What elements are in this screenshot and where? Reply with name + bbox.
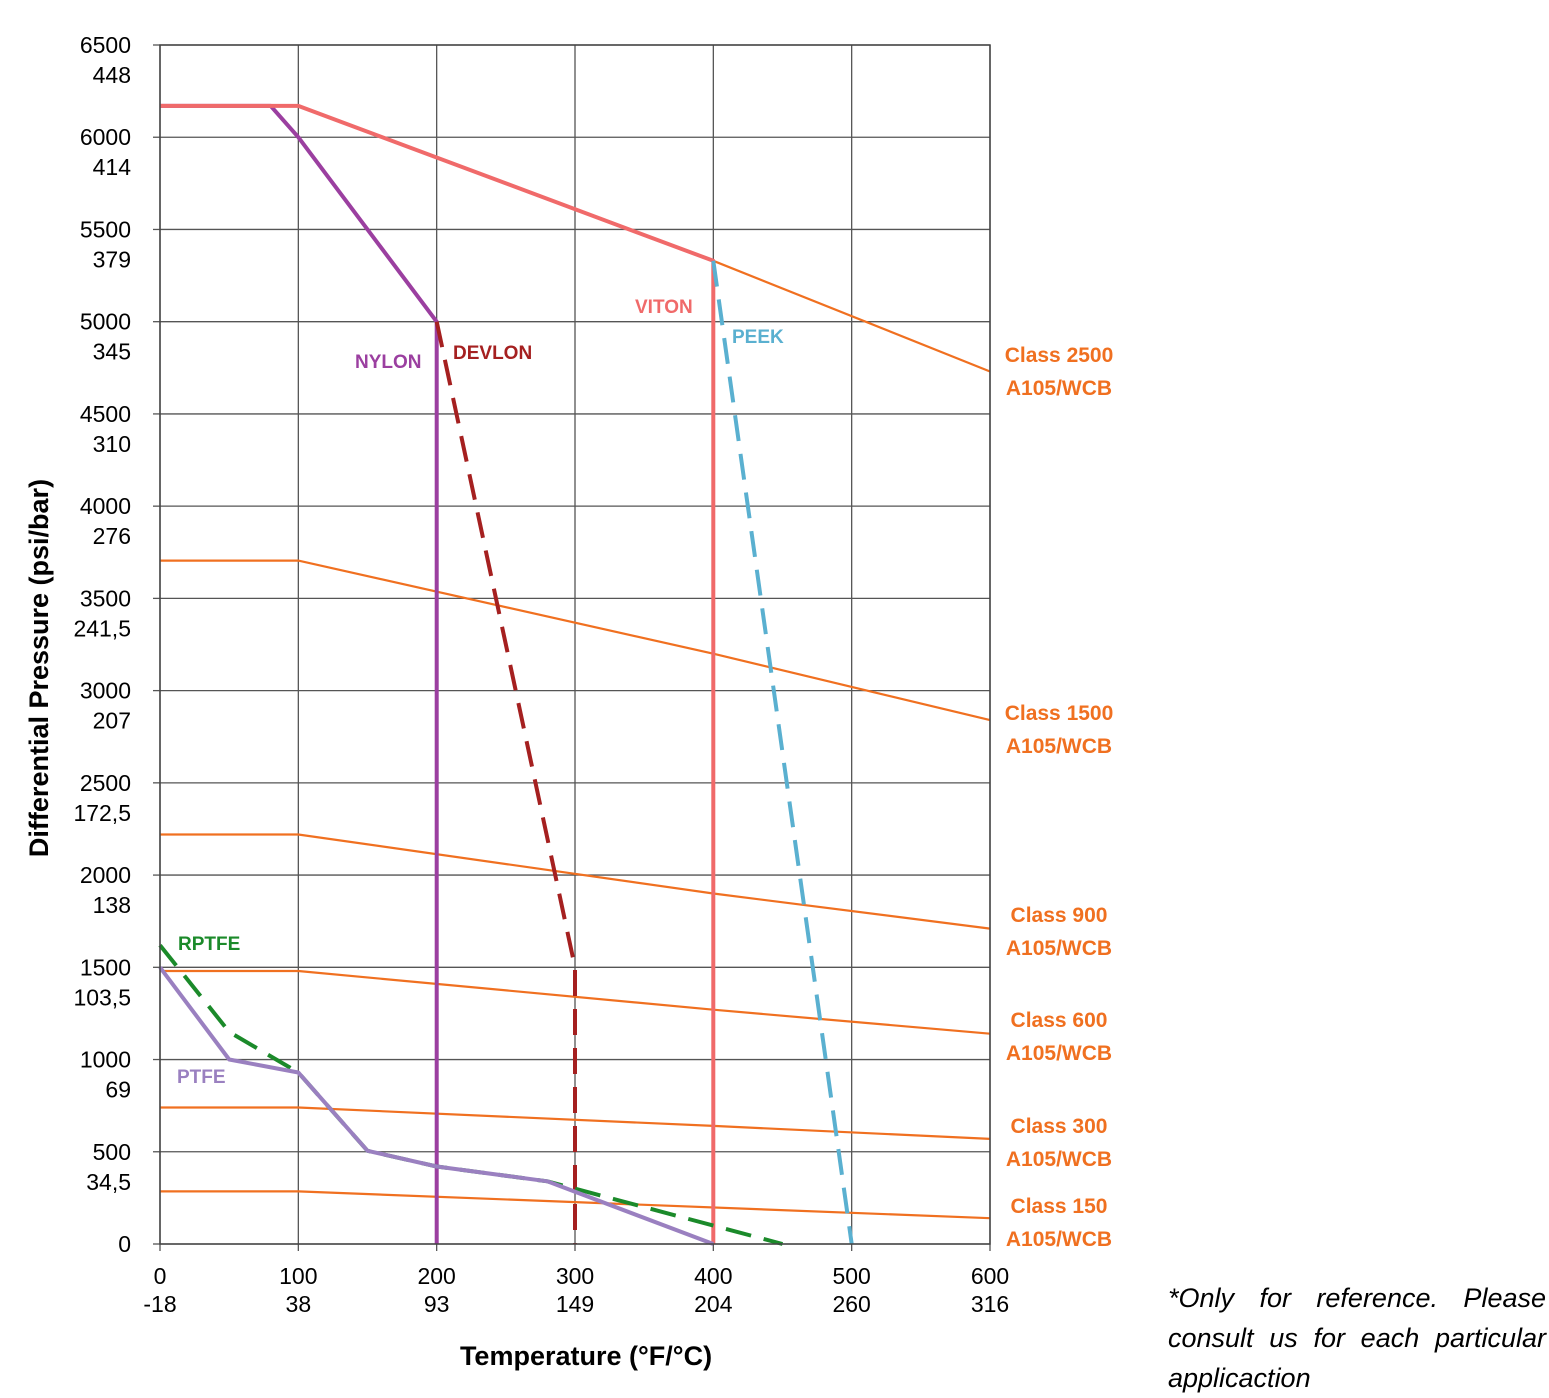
y-tick-psi-0: 0 — [118, 1231, 131, 1257]
class-material-class-600: A105/WCB — [1006, 1042, 1112, 1065]
y-tick-bar-5500: 379 — [93, 246, 131, 272]
y-tick-psi-2500: 2500 — [80, 770, 131, 796]
curve-class-600 — [160, 969, 991, 1035]
x-tick-c-0: -18 — [143, 1291, 176, 1317]
class-material-class-2500: A105/WCB — [1006, 377, 1112, 400]
y-tick-bar-3500: 241,5 — [73, 615, 131, 641]
y-tick-bar-2500: 172,5 — [73, 800, 131, 826]
y-tick-psi-500: 500 — [93, 1139, 131, 1165]
y-tick-bar-4000: 276 — [93, 523, 131, 549]
x-tick-f-600: 600 — [971, 1263, 1009, 1289]
label-peek: PEEK — [732, 327, 784, 348]
curve-class-150 — [160, 1190, 991, 1220]
x-tick-f-200: 200 — [417, 1263, 455, 1289]
x-tick-f-400: 400 — [694, 1263, 732, 1289]
class-label-class-1500: Class 1500 — [1005, 702, 1114, 725]
curve-class-1500 — [160, 559, 991, 722]
class-material-class-900: A105/WCB — [1006, 937, 1112, 960]
class-material-class-300: A105/WCB — [1006, 1148, 1112, 1171]
curve-class-300 — [160, 1106, 991, 1140]
label-ptfe: PTFE — [177, 1067, 226, 1088]
x-tick-f-300: 300 — [556, 1263, 594, 1289]
x-tick-c-400: 204 — [694, 1291, 733, 1317]
x-tick-c-300: 149 — [556, 1291, 594, 1317]
reference-note: *Only for reference. Please consult us f… — [1168, 1283, 1546, 1393]
x-tick-c-100: 38 — [286, 1291, 312, 1317]
y-tick-psi-4500: 4500 — [80, 401, 131, 427]
class-label-class-300: Class 300 — [1011, 1115, 1108, 1138]
x-tick-c-200: 93 — [424, 1291, 450, 1317]
class-material-class-1500: A105/WCB — [1006, 735, 1112, 758]
label-devlon: DEVLON — [453, 343, 532, 364]
plot-border — [159, 44, 991, 1245]
y-tick-bar-3000: 207 — [93, 708, 131, 734]
y-tick-bar-1000: 69 — [105, 1077, 131, 1103]
curve-class-900 — [160, 833, 991, 930]
y-tick-bar-6500: 448 — [93, 62, 131, 88]
y-tick-psi-3500: 3500 — [80, 585, 131, 611]
y-tick-bar-500: 34,5 — [86, 1169, 131, 1195]
class-labels: Class 2500 A105/WCB Class 1500 A105/WCB Clas… — [1005, 344, 1114, 1251]
class-label-class-150: Class 150 — [1011, 1195, 1108, 1218]
class-label-class-900: Class 900 — [1011, 904, 1108, 927]
y-tick-psi-1500: 1500 — [80, 954, 131, 980]
y-tick-labels: 0 500 34,5 1000 69 1500 103,5 2000 138 2500 172,5 3… — [73, 32, 131, 1257]
series-ptfe — [158, 966, 715, 1246]
y-tick-psi-6000: 6000 — [80, 124, 131, 150]
y-tick-psi-5000: 5000 — [80, 309, 131, 335]
material-series — [158, 103, 854, 1246]
y-tick-psi-3000: 3000 — [80, 678, 131, 704]
x-tick-c-500: 260 — [832, 1291, 870, 1317]
label-rptfe: RPTFE — [178, 934, 240, 955]
x-axis-title: Temperature (°F/°C) — [460, 1341, 712, 1371]
label-nylon: NYLON — [355, 352, 422, 373]
series-labels: NYLON DEVLON VITON PEEK RPTFE PTFE — [177, 297, 784, 1088]
series-devlon — [434, 321, 577, 1244]
class-label-class-600: Class 600 — [1011, 1009, 1108, 1032]
class-label-class-2500: Class 2500 — [1005, 344, 1114, 367]
label-viton: VITON — [635, 297, 693, 318]
x-tick-c-600: 316 — [971, 1291, 1009, 1317]
y-tick-psi-1000: 1000 — [80, 1047, 131, 1073]
y-tick-bar-1500: 103,5 — [73, 984, 131, 1010]
class-material-class-150: A105/WCB — [1006, 1228, 1112, 1251]
y-tick-bar-4500: 310 — [93, 431, 131, 457]
y-tick-psi-5500: 5500 — [80, 216, 131, 242]
y-tick-bar-2000: 138 — [93, 892, 131, 918]
y-tick-psi-2000: 2000 — [80, 862, 131, 888]
series-viton — [160, 103, 716, 1244]
x-tick-f-500: 500 — [832, 1263, 870, 1289]
y-axis-title: Differential Pressure (psi/bar) — [24, 479, 54, 857]
y-tick-bar-5000: 345 — [93, 339, 131, 365]
x-tick-f-100: 100 — [279, 1263, 317, 1289]
series-peek — [711, 260, 854, 1245]
x-tick-f-0: 0 — [154, 1263, 167, 1289]
y-tick-psi-6500: 6500 — [80, 32, 131, 58]
y-tick-bar-6000: 414 — [93, 154, 132, 180]
y-tick-psi-4000: 4000 — [80, 493, 131, 519]
